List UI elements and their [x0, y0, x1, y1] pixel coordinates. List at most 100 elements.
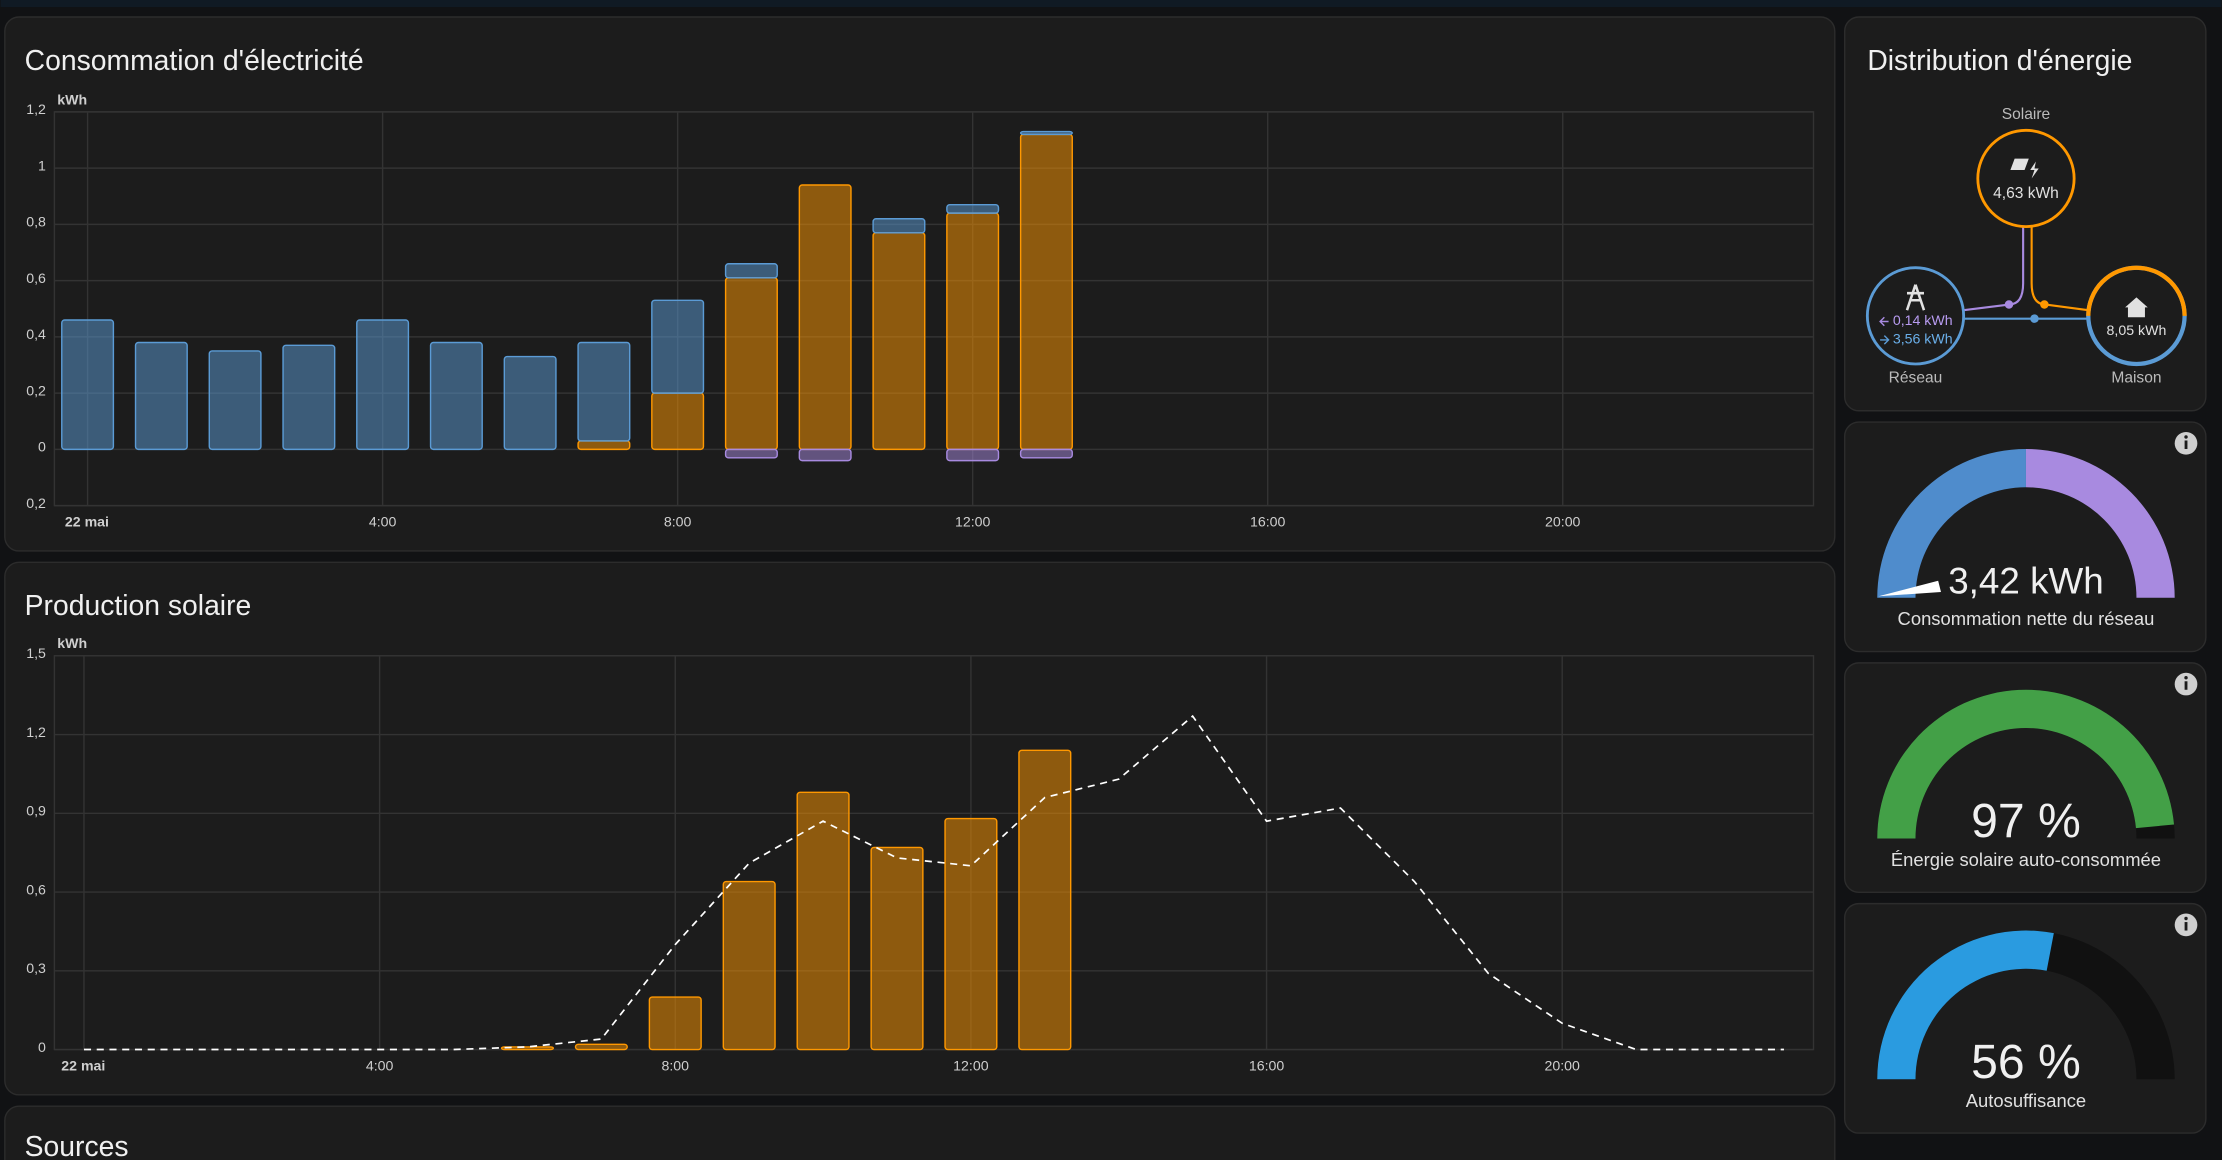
gauge-name: Autosuffisance — [1966, 1090, 2086, 1111]
node-label: Solaire — [2002, 106, 2050, 123]
chart-title: Production solaire — [25, 590, 252, 622]
gauge-value-label: 3,42 kWh — [1948, 560, 2104, 601]
x-tick-label: 8:00 — [664, 514, 692, 530]
bar — [651, 299, 705, 394]
info-icon[interactable] — [2174, 672, 2198, 696]
solar-node — [1976, 128, 2076, 229]
node-value: 4,63 kWh — [1993, 185, 2059, 202]
bar — [872, 218, 926, 234]
bar — [724, 263, 778, 279]
chart-title: Consommation d'électricité — [25, 45, 364, 77]
bar — [61, 319, 115, 451]
flow-dot — [2004, 300, 2014, 309]
top-bar — [0, 0, 2222, 8]
bar — [724, 448, 778, 459]
home-node-arc — [2086, 265, 2187, 316]
y-tick-label: 0,4 — [26, 327, 46, 343]
y-tick-label: 0,6 — [26, 271, 46, 287]
axis-unit: kWh — [57, 636, 87, 652]
bar — [577, 341, 631, 442]
bar — [1018, 749, 1072, 1051]
bar — [651, 392, 705, 451]
arrow — [1879, 316, 1889, 327]
y-tick-label: 1,2 — [26, 725, 46, 741]
axis-unit: kWh — [57, 92, 87, 108]
y-tick-label: 0,2 — [26, 383, 46, 399]
bar — [648, 996, 702, 1051]
bar — [1019, 133, 1073, 451]
card — [4, 561, 1836, 1096]
bar — [500, 1046, 555, 1051]
x-tick-label: 16:00 — [1249, 1058, 1285, 1074]
solar-icon — [2010, 158, 2039, 179]
arrow — [1880, 335, 1890, 345]
x-tick-label: 16:00 — [1250, 514, 1286, 530]
flow-dot — [2040, 300, 2049, 309]
y-tick-label: 0,2 — [26, 496, 46, 512]
bar — [946, 448, 1000, 462]
node-label: Réseau — [1889, 369, 1943, 386]
gauge-value-label: 56 % — [1971, 1035, 2081, 1089]
plot-border — [53, 111, 1815, 507]
gauge-value — [1877, 689, 2175, 839]
bar — [1019, 130, 1073, 136]
gauge-needle — [1878, 580, 1941, 597]
bar — [946, 203, 1000, 214]
grid-icon — [1905, 284, 1926, 311]
plot-border — [53, 655, 1815, 1051]
y-tick-label: 1 — [38, 158, 46, 174]
bar — [577, 440, 631, 451]
gauge-arc — [2025, 448, 2175, 598]
info-icon[interactable] — [2174, 913, 2198, 937]
card-title: Distribution d'énergie — [1867, 45, 2132, 77]
bar — [798, 184, 852, 451]
y-tick-label: 1,5 — [26, 646, 46, 662]
grid-node — [1865, 266, 1966, 366]
node-value: 8,05 kWh — [2107, 323, 2167, 339]
bar — [208, 350, 262, 451]
bar — [722, 880, 776, 1051]
bar — [134, 341, 188, 451]
y-tick-label: 1,2 — [26, 102, 46, 118]
home-icon — [2125, 297, 2148, 318]
flow-dot — [2030, 314, 2039, 323]
node-value: 0,14 kWh — [1893, 313, 1953, 329]
x-tick-label: 20:00 — [1544, 1058, 1580, 1074]
bar — [944, 817, 998, 1051]
bar — [574, 1043, 628, 1051]
line — [83, 714, 1784, 1051]
y-tick-label: 0 — [38, 1040, 46, 1056]
bar — [503, 355, 557, 451]
x-tick-label: 20:00 — [1545, 514, 1581, 530]
x-tick-label: 8:00 — [661, 1058, 689, 1074]
bar — [282, 344, 336, 451]
y-tick-label: 0,9 — [26, 804, 46, 820]
gauge-value-label: 97 % — [1971, 794, 2081, 848]
x-tick-label: 22 mai — [65, 514, 109, 530]
bar — [946, 212, 1000, 451]
info-icon[interactable] — [2174, 431, 2198, 455]
node-value: 3,56 kWh — [1893, 332, 1953, 348]
y-tick-label: 0,3 — [26, 961, 46, 977]
bar — [356, 319, 410, 451]
x-tick-label: 12:00 — [953, 1058, 989, 1074]
bar — [870, 846, 924, 1051]
card — [4, 1105, 1836, 1160]
bar — [796, 791, 850, 1051]
x-tick-label: 12:00 — [955, 514, 991, 530]
x-tick-label: 4:00 — [366, 1058, 394, 1074]
gauge-name: Énergie solaire auto-consommée — [1891, 849, 2161, 870]
gauge-value — [1877, 930, 2054, 1080]
gauge-arc — [1877, 448, 2026, 598]
bar — [872, 232, 926, 451]
bar — [798, 448, 852, 462]
card-title: Sources — [25, 1131, 129, 1160]
x-tick-label: 4:00 — [369, 514, 397, 530]
bar — [724, 277, 778, 451]
node-label: Maison — [2111, 369, 2161, 386]
gauge-name: Consommation nette du réseau — [1898, 608, 2155, 629]
y-tick-label: 0 — [38, 440, 46, 456]
bar — [1019, 448, 1073, 459]
x-tick-label: 22 mai — [61, 1058, 105, 1074]
